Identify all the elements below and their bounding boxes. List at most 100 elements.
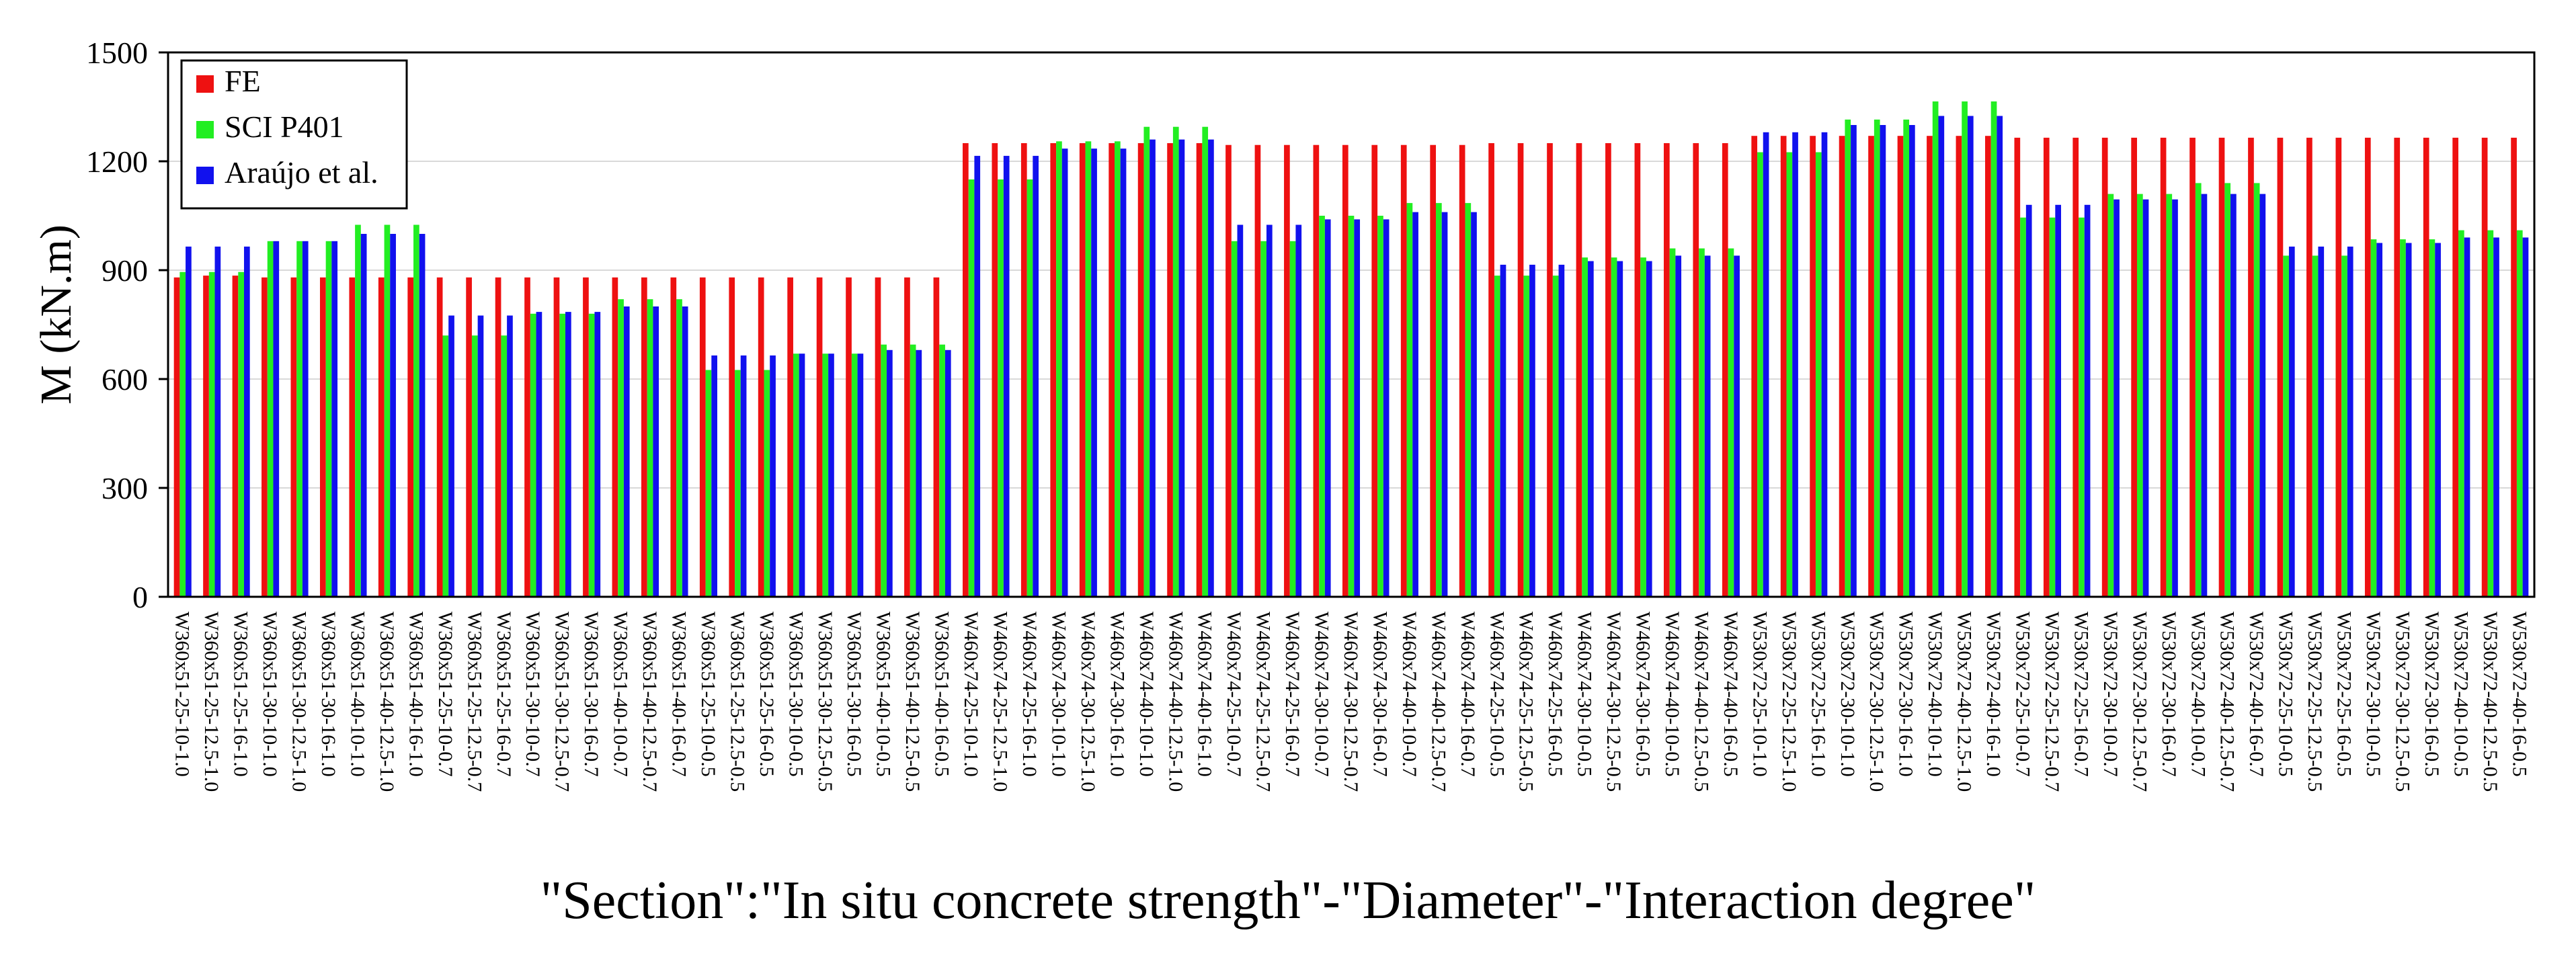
bar xyxy=(1675,255,1682,597)
bar xyxy=(1348,216,1355,597)
bar xyxy=(1932,101,1939,597)
x-tick-label: W530x72-40-16-1.0 xyxy=(1982,612,2005,777)
bar xyxy=(799,354,805,597)
bar xyxy=(1734,255,1740,597)
y-axis-title: M (kN.m) xyxy=(32,224,81,405)
bar xyxy=(1985,136,1991,597)
bar xyxy=(711,355,717,597)
bar xyxy=(647,299,653,597)
bar xyxy=(588,313,595,597)
bar xyxy=(904,277,910,597)
bar xyxy=(1757,152,1763,597)
bar xyxy=(495,277,501,597)
bar xyxy=(319,277,326,597)
bar xyxy=(618,299,624,597)
x-tick-label: W460x74-40-12.5-0.5 xyxy=(1690,612,1712,792)
x-tick-label: W460x74-30-16-1.0 xyxy=(1106,612,1128,777)
x-tick-label: W460x74-25-12.5-0.5 xyxy=(1515,612,1537,792)
x-tick-label: W460x74-30-12.5-0.5 xyxy=(1603,612,1625,792)
x-tick-label: W460x74-30-16-0.5 xyxy=(1632,612,1654,777)
bar xyxy=(676,299,682,597)
bar xyxy=(296,241,303,597)
bar xyxy=(822,354,829,597)
bar xyxy=(1699,248,1705,597)
y-tick-label: 300 xyxy=(102,471,148,505)
bar xyxy=(1909,125,1915,597)
bar xyxy=(770,355,776,597)
bar xyxy=(1500,264,1506,597)
bar xyxy=(1669,248,1676,597)
legend-swatch xyxy=(196,75,214,93)
bar xyxy=(243,246,250,597)
bar xyxy=(910,344,916,597)
x-tick-label: W530x72-40-16-0.7 xyxy=(2245,612,2267,777)
bar xyxy=(793,354,799,597)
x-tick-label: W360x51-25-10-1.0 xyxy=(171,612,194,777)
bar xyxy=(2230,194,2237,597)
bar xyxy=(623,306,630,597)
bar xyxy=(1605,143,1611,597)
x-tick-label: W530x72-25-16-0.5 xyxy=(2333,612,2356,777)
x-tick-label: W530x72-40-16-0.5 xyxy=(2508,612,2530,777)
bar xyxy=(1056,141,1062,597)
bar xyxy=(2277,137,2284,597)
bar xyxy=(764,370,770,597)
bar xyxy=(1839,136,1845,597)
bar xyxy=(857,354,864,597)
x-tick-label: W530x72-25-16-0.7 xyxy=(2070,612,2092,777)
bar xyxy=(2306,137,2312,597)
x-tick-label: W460x74-25-12.5-1.0 xyxy=(990,612,1012,792)
x-tick-label: W360x51-30-12.5-1.0 xyxy=(288,612,311,792)
bar xyxy=(641,277,647,597)
bar xyxy=(1085,141,1092,597)
bar xyxy=(507,315,513,597)
bar xyxy=(1956,136,1962,597)
x-tick-label: W460x74-25-10-0.5 xyxy=(1486,612,1508,777)
x-tick-label: W360x51-25-10-0.7 xyxy=(434,612,456,777)
x-tick-label: W530x72-25-12.5-1.0 xyxy=(1778,612,1800,792)
bar xyxy=(1967,116,1974,597)
bar xyxy=(390,234,396,597)
bar xyxy=(2189,137,2196,597)
bar xyxy=(2288,246,2295,597)
x-tick-label: W360x51-25-12.5-0.5 xyxy=(726,612,748,792)
bar xyxy=(1552,276,1559,597)
x-tick-label: W460x74-25-10-1.0 xyxy=(960,612,982,777)
bar xyxy=(1646,261,1652,597)
bar xyxy=(1020,143,1027,597)
bar xyxy=(933,277,940,597)
bar xyxy=(2172,199,2178,597)
bar xyxy=(2079,217,2085,597)
bar xyxy=(530,313,536,597)
bar xyxy=(1582,257,1588,597)
bar xyxy=(1751,136,1758,597)
bar xyxy=(2364,137,2371,597)
bar xyxy=(1260,241,1266,597)
bar xyxy=(699,277,706,597)
x-tick-label: W530x72-30-12.5-1.0 xyxy=(1865,612,1888,792)
x-tick-label: W460x74-40-12.5-0.7 xyxy=(1427,612,1449,792)
x-tick-label: W530x72-40-10-1.0 xyxy=(1924,612,1946,777)
bar xyxy=(1927,136,1933,597)
bar xyxy=(1231,241,1238,597)
bar xyxy=(1150,139,1156,597)
bar xyxy=(735,370,741,597)
bar xyxy=(2464,237,2470,597)
x-tick-label: W360x51-30-12.5-0.5 xyxy=(814,612,836,792)
bar xyxy=(2160,137,2167,597)
legend-label: Araújo et al. xyxy=(225,155,378,190)
bar xyxy=(1868,136,1874,597)
bar xyxy=(1050,143,1057,597)
bar xyxy=(536,312,542,597)
bar xyxy=(828,354,834,597)
bar xyxy=(1517,143,1524,597)
bar xyxy=(2318,246,2325,597)
bar xyxy=(2435,243,2441,597)
bar xyxy=(705,370,712,597)
x-tick-label: W530x72-40-12.5-0.5 xyxy=(2479,612,2501,792)
x-tick-label: W530x72-25-16-1.0 xyxy=(1807,612,1829,777)
bar xyxy=(407,277,414,597)
bar xyxy=(501,335,508,597)
y-tick-label: 0 xyxy=(132,580,148,614)
